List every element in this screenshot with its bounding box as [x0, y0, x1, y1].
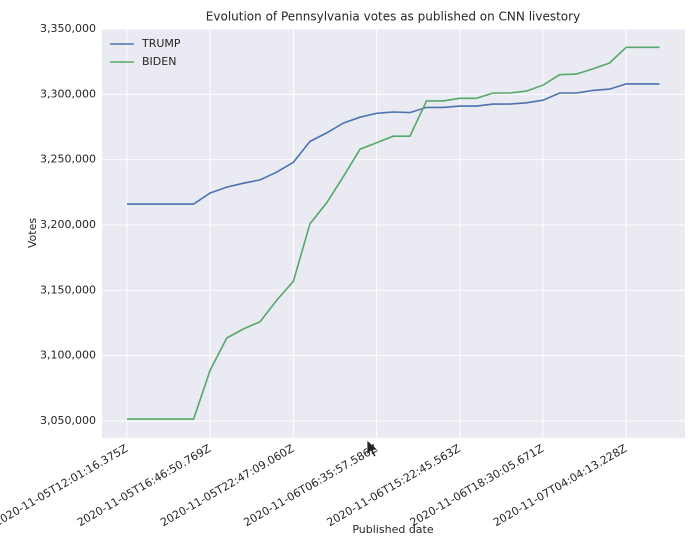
y-tick-label: 3,350,000: [40, 22, 96, 35]
x-tick-label: 2020-11-06T15:22:45.563Z: [325, 442, 464, 530]
lines: [127, 46, 660, 420]
plot-area: [102, 29, 685, 438]
x-tick-label: 2020-11-06T06:35:57.586Z: [241, 442, 380, 530]
y-tick-label: 3,050,000: [40, 414, 96, 427]
y-tick-label: 3,150,000: [40, 283, 96, 296]
chart-title: Evolution of Pennsylvania votes as publi…: [206, 10, 580, 24]
y-tick-label: 3,100,000: [40, 349, 96, 362]
series-line: [127, 46, 660, 420]
legend-label: BIDEN: [142, 55, 176, 68]
legend-label: TRUMP: [141, 37, 181, 50]
y-axis-label: Votes: [26, 218, 39, 248]
legend: TRUMP BIDEN: [110, 37, 181, 68]
y-tick-label: 3,300,000: [40, 87, 96, 100]
series-line: [127, 83, 660, 205]
x-axis-label: Published date: [352, 523, 433, 536]
x-tick-label: 2020-11-06T18:30:05.671Z: [408, 442, 547, 530]
y-tick-label: 3,250,000: [40, 153, 96, 166]
x-tick-label: 2020-11-07T04:04:13.228Z: [491, 442, 630, 530]
x-tick-label: 2020-11-05T22:47:09.060Z: [158, 442, 297, 530]
y-tick-label: 3,200,000: [40, 218, 96, 231]
mouse-cursor: [366, 439, 380, 458]
x-tick-label: 2020-11-05T16:46:50.769Z: [75, 442, 214, 530]
x-tick-label: 2020-11-05T12:01:16.375Z: [0, 442, 130, 530]
